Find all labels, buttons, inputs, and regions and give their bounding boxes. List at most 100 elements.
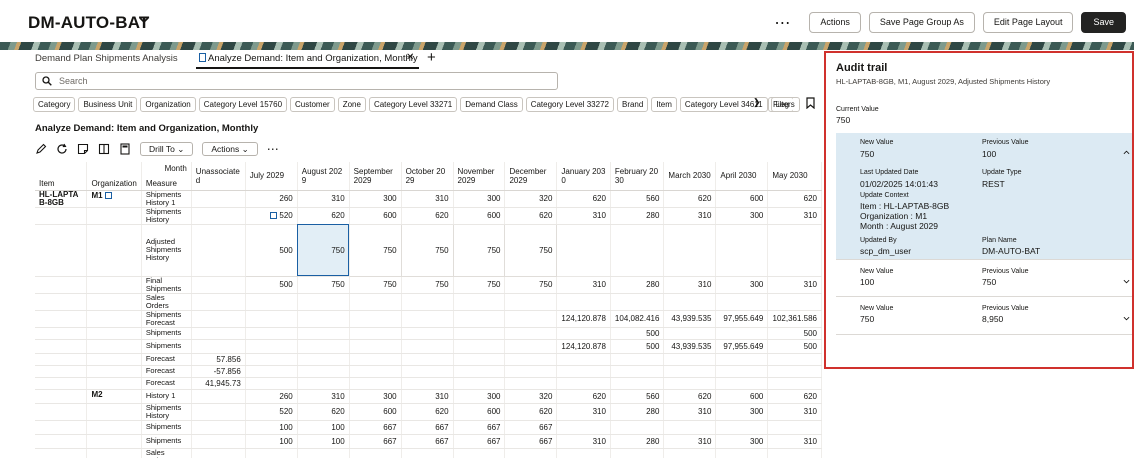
value-cell[interactable] (504, 365, 558, 378)
value-cell[interactable]: 57.856 (191, 353, 246, 366)
value-cell[interactable]: 520 (245, 403, 298, 421)
value-cell[interactable]: 620 (556, 389, 611, 404)
value-cell[interactable] (349, 327, 402, 340)
value-cell[interactable] (610, 365, 665, 378)
value-cell[interactable]: 104,082.416 (610, 310, 665, 328)
value-cell[interactable]: 560 (610, 389, 665, 404)
value-cell[interactable] (556, 353, 611, 366)
value-cell[interactable]: 97,955.649 (715, 339, 769, 354)
note-icon[interactable] (104, 191, 112, 199)
value-cell[interactable] (504, 377, 558, 390)
value-cell[interactable]: 320 (504, 190, 558, 208)
month-column-header[interactable]: August 2029 (297, 162, 350, 191)
value-cell[interactable] (349, 339, 402, 354)
value-cell[interactable] (453, 365, 506, 378)
dimension-chip[interactable]: Zone (337, 97, 366, 112)
value-cell[interactable] (401, 365, 454, 378)
value-cell[interactable]: 750 (504, 276, 558, 294)
value-cell[interactable]: 280 (610, 207, 665, 225)
value-cell[interactable] (191, 403, 246, 421)
value-cell[interactable] (715, 327, 769, 340)
value-cell[interactable] (504, 339, 558, 354)
value-cell[interactable] (663, 365, 717, 378)
value-cell[interactable]: 667 (401, 434, 454, 449)
value-cell[interactable]: 100 (297, 420, 350, 435)
value-cell[interactable]: 300 (715, 276, 769, 294)
value-cell[interactable] (715, 365, 769, 378)
value-cell[interactable] (663, 420, 717, 435)
close-tab-icon[interactable]: ✕ (406, 52, 415, 63)
dimension-chip[interactable]: Category Level 15760 (198, 97, 288, 112)
value-cell[interactable] (556, 377, 611, 390)
value-cell[interactable]: 620 (297, 403, 350, 421)
value-cell[interactable] (297, 293, 350, 311)
value-cell[interactable] (401, 448, 454, 458)
value-cell[interactable]: 620 (504, 403, 558, 421)
value-cell[interactable] (297, 353, 350, 366)
value-cell[interactable]: 620 (767, 190, 822, 208)
value-cell[interactable] (349, 293, 402, 311)
value-cell[interactable]: 100 (245, 420, 298, 435)
more-options-icon[interactable]: ⋯ (266, 142, 279, 156)
value-cell[interactable] (556, 448, 611, 458)
value-cell[interactable]: 667 (504, 434, 558, 449)
value-cell[interactable] (245, 365, 298, 378)
value-cell[interactable]: 600 (349, 403, 402, 421)
value-cell[interactable] (504, 293, 558, 311)
value-cell[interactable]: 500 (767, 339, 822, 354)
value-cell[interactable]: 750 (349, 276, 402, 294)
value-cell[interactable]: 310 (767, 276, 822, 294)
dimension-chip[interactable]: Business Unit (78, 97, 138, 112)
value-cell[interactable]: 600 (715, 190, 769, 208)
value-cell[interactable]: 97,955.649 (715, 310, 769, 328)
add-tab-icon[interactable]: + (427, 49, 436, 66)
value-cell[interactable]: 43,939.535 (663, 339, 717, 354)
value-cell[interactable]: 300 (715, 434, 769, 449)
value-cell[interactable]: 600 (349, 207, 402, 225)
value-cell[interactable] (610, 224, 665, 277)
value-cell[interactable] (191, 310, 246, 328)
filters-button[interactable]: Filters (768, 97, 800, 112)
edit-page-layout-button[interactable]: Edit Page Layout (982, 12, 1074, 33)
value-cell[interactable]: 300 (349, 389, 402, 404)
value-cell[interactable] (297, 377, 350, 390)
value-cell[interactable] (767, 353, 822, 366)
value-cell[interactable]: 310 (767, 207, 822, 225)
value-cell[interactable] (556, 224, 611, 277)
drill-to-button[interactable]: Drill To ⌄ (140, 142, 194, 156)
value-cell[interactable]: 310 (297, 190, 350, 208)
value-cell[interactable] (191, 448, 246, 458)
value-cell[interactable]: 750 (401, 276, 454, 294)
value-cell[interactable] (715, 377, 769, 390)
value-cell[interactable]: 500 (610, 339, 665, 354)
value-cell[interactable]: 750 (297, 276, 350, 294)
value-cell[interactable] (663, 327, 717, 340)
value-cell[interactable]: 280 (610, 434, 665, 449)
value-cell[interactable] (297, 327, 350, 340)
save-button[interactable]: Save (1081, 12, 1126, 33)
tab-analyze-demand[interactable]: Analyze Demand: Item and Organization, M… (199, 53, 418, 64)
value-cell[interactable]: 300 (349, 190, 402, 208)
value-cell[interactable]: 750 (348, 223, 402, 277)
measure-column-header[interactable]: Month Measure (141, 162, 192, 191)
dimension-chip[interactable]: Category (33, 97, 76, 112)
value-cell[interactable] (610, 448, 665, 458)
dimension-chip[interactable]: Demand Class (460, 97, 523, 112)
value-cell[interactable]: 310 (401, 389, 454, 404)
value-cell[interactable]: 310 (556, 276, 611, 294)
value-cell[interactable]: 520 (245, 207, 298, 225)
month-column-header[interactable]: December 2029 (504, 162, 558, 191)
audit-entry[interactable]: New Value 750 Previous Value 8,950 (836, 297, 1132, 335)
value-cell[interactable]: 620 (401, 207, 454, 225)
value-cell[interactable] (245, 448, 298, 458)
value-cell[interactable] (715, 448, 769, 458)
value-cell[interactable] (715, 224, 769, 277)
value-cell[interactable] (556, 327, 611, 340)
value-cell[interactable]: 310 (556, 403, 611, 421)
item-column-header[interactable]: Item (35, 162, 88, 191)
value-cell[interactable] (245, 339, 298, 354)
value-cell[interactable] (245, 353, 298, 366)
value-cell[interactable]: 310 (663, 403, 717, 421)
value-cell[interactable] (453, 339, 506, 354)
value-cell[interactable]: 560 (610, 190, 665, 208)
